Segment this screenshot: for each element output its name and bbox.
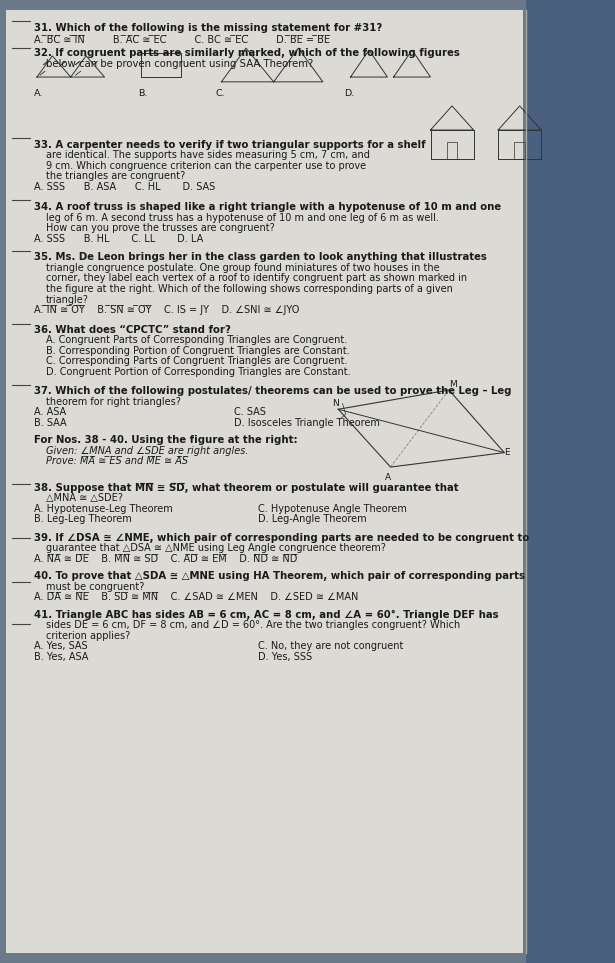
- Text: 9 cm. Which congruence criterion can the carpenter use to prove: 9 cm. Which congruence criterion can the…: [46, 161, 367, 170]
- Text: triangle?: triangle?: [46, 295, 89, 304]
- Text: C. Corresponding Parts of Congruent Triangles are Congruent.: C. Corresponding Parts of Congruent Tria…: [46, 356, 347, 366]
- Text: triangle congruence postulate. One group found miniatures of two houses in the: triangle congruence postulate. One group…: [46, 263, 440, 273]
- Text: D. Congruent Portion of Corresponding Triangles are Constant.: D. Congruent Portion of Corresponding Tr…: [46, 367, 351, 377]
- Text: B. SAA: B. SAA: [34, 418, 66, 428]
- Text: A. D̅A̅ ≅ N̅E̅    B. S̅D̅ ≅ M̅N̅    C. ∠SAD ≅ ∠MEN    D. ∠SED ≅ ∠MAN: A. D̅A̅ ≅ N̅E̅ B. S̅D̅ ≅ M̅N̅ C. ∠SAD ≅ …: [34, 592, 358, 602]
- Text: D.: D.: [344, 89, 355, 97]
- Text: 31. Which of the following is the missing statement for #31?: 31. Which of the following is the missin…: [34, 23, 382, 33]
- Text: A. SSS      B. ASA      C. HL       D. SAS: A. SSS B. ASA C. HL D. SAS: [34, 182, 215, 192]
- Text: A. Hypotenuse-Leg Theorem: A. Hypotenuse-Leg Theorem: [34, 504, 173, 513]
- Text: leg of 6 m. A second truss has a hypotenuse of 10 m and one leg of 6 m as well.: leg of 6 m. A second truss has a hypoten…: [46, 213, 439, 222]
- Text: D. Leg-Angle Theorem: D. Leg-Angle Theorem: [258, 514, 367, 524]
- Text: C. No, they are not congruent: C. No, they are not congruent: [258, 641, 403, 651]
- Text: 40. To prove that △SDA ≅ △MNE using HA Theorem, which pair of corresponding part: 40. To prove that △SDA ≅ △MNE using HA T…: [34, 571, 525, 581]
- Text: the figure at the right. Which of the following shows corresponding parts of a g: the figure at the right. Which of the fo…: [46, 284, 453, 294]
- Text: D. Yes, SSS: D. Yes, SSS: [258, 652, 312, 662]
- Text: How can you prove the trusses are congruent?: How can you prove the trusses are congru…: [46, 223, 275, 233]
- Text: B. Corresponding Portion of Congruent Triangles are Constant.: B. Corresponding Portion of Congruent Tr…: [46, 346, 350, 355]
- Text: theorem for right triangles?: theorem for right triangles?: [46, 397, 181, 406]
- Text: 36. What does “CPCTC” stand for?: 36. What does “CPCTC” stand for?: [34, 325, 231, 334]
- Text: 41. Triangle ABC has sides AB = 6 cm, AC = 8 cm, and ∠A = 60°. Triangle DEF has: 41. Triangle ABC has sides AB = 6 cm, AC…: [34, 610, 498, 619]
- Text: N: N: [332, 400, 339, 408]
- Text: below can be proven congruent using SAA Theorem?: below can be proven congruent using SAA …: [46, 59, 314, 68]
- Text: Prove: M̅A̅ ≅ ̅E̅S̅ and M̅E̅ ≅ A̅S̅: Prove: M̅A̅ ≅ ̅E̅S̅ and M̅E̅ ≅ A̅S̅: [46, 456, 188, 466]
- Text: A. SSS      B. HL       C. LL       D. LA: A. SSS B. HL C. LL D. LA: [34, 234, 203, 244]
- Text: 39. If ∠DSA ≅ ∠NME, which pair of corresponding parts are needed to be congruent: 39. If ∠DSA ≅ ∠NME, which pair of corres…: [34, 533, 529, 542]
- Text: C. SAS: C. SAS: [234, 407, 266, 417]
- Text: the triangles are congruent?: the triangles are congruent?: [46, 171, 185, 181]
- Text: A. N̅A̅ ≅ D̅E̅    B. M̅N̅ ≅ S̅D̅    C. A̅D̅ ≅ E̅M̅    D. N̅D̅ ≅ N̅D̅: A. N̅A̅ ≅ D̅E̅ B. M̅N̅ ≅ S̅D̅ C. A̅D̅ ≅ …: [34, 554, 297, 563]
- Text: criterion applies?: criterion applies?: [46, 631, 130, 640]
- Text: guarantee that △DSA ≅ △NME using Leg Angle congruence theorem?: guarantee that △DSA ≅ △NME using Leg Ang…: [46, 543, 386, 553]
- Text: 35. Ms. De Leon brings her in the class garden to look anything that illustrates: 35. Ms. De Leon brings her in the class …: [34, 252, 486, 262]
- Text: 34. A roof truss is shaped like a right triangle with a hypotenuse of 10 m and o: 34. A roof truss is shaped like a right …: [34, 202, 501, 212]
- Text: C. Hypotenuse Angle Theorem: C. Hypotenuse Angle Theorem: [258, 504, 407, 513]
- Text: A. ̅B̅C̅ ≅ ̅I̅N̅         B. ̅A̅C̅ ≅ ̅E̅C̅         C. BC ≅ ̅E̅C̅         D. ̅B̅E̅: A. ̅B̅C̅ ≅ ̅I̅N̅ B. ̅A̅C̅ ≅ ̅E̅C̅ C. BC …: [34, 35, 330, 44]
- Text: are identical. The supports have sides measuring 5 cm, 7 cm, and: are identical. The supports have sides m…: [46, 150, 370, 160]
- Text: 33. A carpenter needs to verify if two triangular supports for a shelf: 33. A carpenter needs to verify if two t…: [34, 140, 426, 149]
- Text: M: M: [449, 380, 457, 389]
- Text: For Nos. 38 - 40. Using the figure at the right:: For Nos. 38 - 40. Using the figure at th…: [34, 435, 298, 445]
- Text: A.: A.: [34, 89, 43, 97]
- Text: A: A: [385, 473, 391, 482]
- Text: must be congruent?: must be congruent?: [46, 582, 145, 591]
- Text: C.: C.: [215, 89, 225, 97]
- FancyBboxPatch shape: [526, 0, 615, 963]
- Text: A. Congruent Parts of Corresponding Triangles are Congruent.: A. Congruent Parts of Corresponding Tria…: [46, 335, 347, 345]
- Text: Given: ∠MNA and ∠SDE are right angles.: Given: ∠MNA and ∠SDE are right angles.: [46, 446, 248, 455]
- FancyBboxPatch shape: [6, 10, 523, 953]
- Text: corner, they label each vertex of a roof to identify congruent part as shown mar: corner, they label each vertex of a roof…: [46, 273, 467, 283]
- Text: 37. Which of the following postulates/ theorems can be used to prove the Leg – L: 37. Which of the following postulates/ t…: [34, 386, 511, 396]
- Text: A. ̅I̅N̅ ≅ ̅O̅Y̅    B. ̅S̅N̅ ≅ ̅O̅Y̅    C. IS = JY    D. ∠SNI ≅ ∠JYO: A. ̅I̅N̅ ≅ ̅O̅Y̅ B. ̅S̅N̅ ≅ ̅O̅Y̅ C. IS …: [34, 305, 300, 315]
- Text: B. Yes, ASA: B. Yes, ASA: [34, 652, 88, 662]
- Text: B.: B.: [138, 89, 148, 97]
- Text: A. ASA: A. ASA: [34, 407, 66, 417]
- Text: 32. If congruent parts are similarly marked, which of the following figures: 32. If congruent parts are similarly mar…: [34, 48, 459, 58]
- Text: B. Leg-Leg Theorem: B. Leg-Leg Theorem: [34, 514, 132, 524]
- Text: sides DE = 6 cm, DF = 8 cm, and ∠D = 60°. Are the two triangles congruent? Which: sides DE = 6 cm, DF = 8 cm, and ∠D = 60°…: [46, 620, 461, 630]
- Text: E: E: [504, 448, 510, 456]
- Text: 38. Suppose that M̅N̅ ≅ S̅D̅, what theorem or postulate will guarantee that: 38. Suppose that M̅N̅ ≅ S̅D̅, what theor…: [34, 482, 458, 492]
- Text: A. Yes, SAS: A. Yes, SAS: [34, 641, 87, 651]
- Text: △MNA ≅ △SDE?: △MNA ≅ △SDE?: [46, 493, 123, 503]
- Text: D. Isosceles Triangle Theorem: D. Isosceles Triangle Theorem: [234, 418, 379, 428]
